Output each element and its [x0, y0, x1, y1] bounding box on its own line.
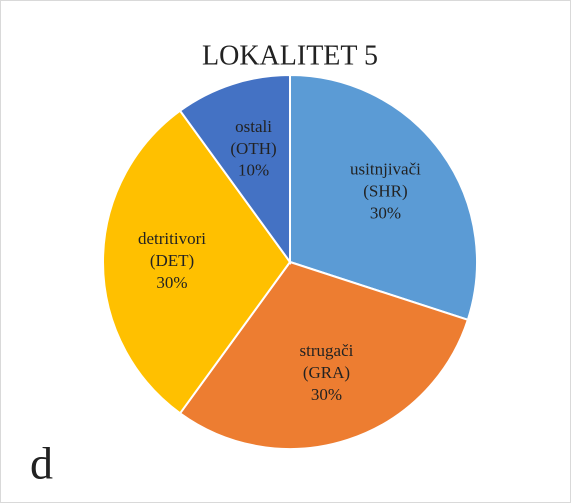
pie-slice — [102, 109, 292, 415]
pie-slice — [178, 73, 291, 266]
pie-slice — [289, 73, 478, 322]
slice-category-label: usitnjivači (SHR) — [350, 160, 421, 201]
chart-title: LOKALITET 5 — [202, 40, 378, 71]
slice-value-label: 10% — [238, 161, 269, 180]
slice-category-label: detritivori (DET) — [138, 229, 206, 270]
panel-label: d — [30, 438, 53, 489]
slice-value-label: 30% — [370, 204, 401, 223]
pie-slice — [178, 260, 470, 450]
slice-value-label: 30% — [156, 273, 187, 292]
slice-category-label: ostali (OTH) — [230, 117, 276, 158]
slice-category-label: strugači (GRA) — [300, 341, 354, 382]
slice-value-label: 30% — [311, 385, 342, 404]
